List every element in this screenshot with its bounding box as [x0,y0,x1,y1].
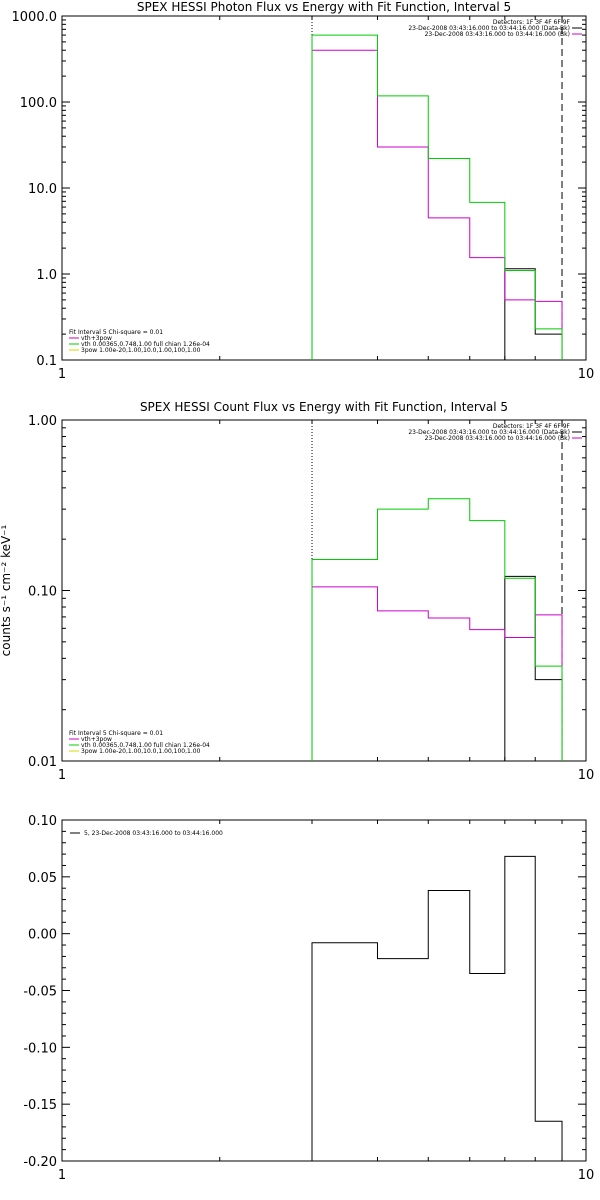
series-line-2 [311,586,563,761]
legend-bottom-text: 3pow 1.00e-20,1.00,10.0,1.00,100,1.00 [81,347,201,354]
chart-panel-1: SPEX HESSI Photon Flux vs Energy with Fi… [12,0,595,382]
x-tick-label: 1 [58,1168,66,1183]
x-tick-label: 10 [578,367,595,382]
series-line-3 [311,34,563,360]
y-tick-label: 100.0 [20,96,57,111]
legend-top-text: 23-Dec-2008 03:43:16.000 to 03:44:16.000… [408,429,570,436]
y-tick-label: 0.1 [36,354,57,369]
y-tick-label: 0.01 [28,755,57,770]
legend-top-text: 23-Dec-2008 03:43:16.000 to 03:44:16.000… [425,435,570,442]
chart-title: SPEX HESSI Photon Flux vs Energy with Fi… [137,0,511,14]
plot-frame [61,419,587,762]
y-axis-label: counts s⁻¹ cm⁻² keV⁻¹ [0,524,13,656]
legend-bottom-text: vth 0.00365,0.748,1.00 full chian 1.26e-… [81,742,210,749]
plot-frame [61,15,587,361]
chart-title: SPEX HESSI Count Flux vs Energy with Fit… [140,400,508,414]
series-line-2 [311,49,563,360]
legend-top-text: 5, 23-Dec-2008 03:43:16.000 to 03:44:16.… [84,830,223,837]
y-tick-label: 0.10 [28,585,57,600]
y-tick-label: 0.00 [28,928,57,943]
y-tick-label: 0.10 [28,814,57,829]
y-tick-label: 1000.0 [12,10,58,25]
legend-bottom-text: Fit Interval 5 Chi-square = 0.01 [69,730,163,737]
chart-panel-2: SPEX HESSI Count Flux vs Energy with Fit… [0,400,594,783]
legend-top-text: 23-Dec-2008 03:43:16.000 to 03:44:16.000… [408,25,570,32]
legend-bottom-text: vth+3pow [81,335,112,342]
y-tick-label: -0.05 [23,985,57,1000]
y-tick-label: -0.10 [23,1041,57,1056]
legend-bottom-text: Fit Interval 5 Chi-square = 0.01 [69,329,163,336]
plot-frame [61,819,587,1162]
y-tick-label: 1.00 [28,414,57,429]
chart-panel-3: 1 10 -0.20 -0.15 -0.10 -0.05 0.00 0.05 0.10 5, 23… [23,814,594,1183]
y-tick-label: 0.05 [28,871,57,886]
y-tick-label: -0.20 [23,1155,57,1170]
x-tick-label: 1 [58,367,66,382]
legend-bottom-text: vth 0.00365,0.748,1.00 full chian 1.26e-… [81,341,210,348]
series-line-1 [311,855,563,1161]
y-tick-label: 1.0 [36,268,57,283]
legend-top-text: Detectors: 1F 3F 4F 6F 9F [493,423,571,430]
legend-bottom-text: 3pow 1.00e-20,1.00,10.0,1.00,100,1.00 [81,748,201,755]
x-tick-label: 1 [58,768,66,783]
y-tick-label: -0.15 [23,1098,57,1113]
y-tick-label: 10.0 [28,182,57,197]
legend-top-text: Detectors: 1F 3F 4F 6F 9F [493,19,571,26]
series-line-1 [312,575,563,761]
series-line-3 [311,498,563,761]
series-line-1 [312,268,563,360]
x-tick-label: 10 [578,1168,595,1183]
legend-top-text: 23-Dec-2008 03:43:16.000 to 03:44:16.000… [425,31,570,38]
legend-bottom-text: vth+3pow [81,736,112,743]
x-tick-label: 10 [578,768,595,783]
